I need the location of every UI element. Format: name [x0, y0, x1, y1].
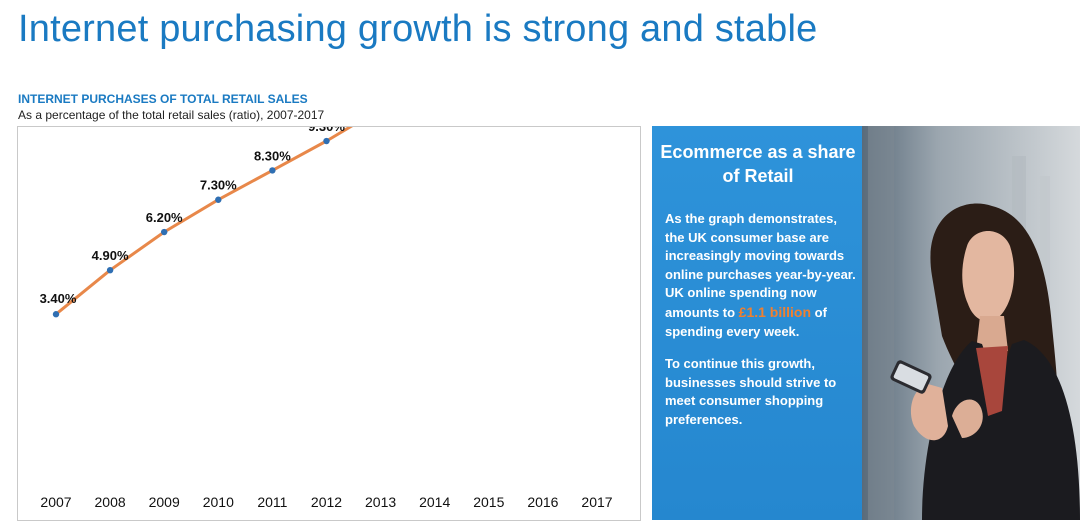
data-point-2008	[106, 266, 114, 274]
data-point-2007	[52, 311, 60, 318]
data-label-2011: 8.30%	[254, 148, 291, 163]
x-tick-label-2011: 2011	[257, 494, 287, 510]
data-point-2009	[161, 228, 168, 236]
data-label-2007: 3.40%	[40, 291, 77, 306]
data-point-2012	[323, 137, 330, 145]
page-title: Internet purchasing growth is strong and…	[18, 8, 818, 50]
data-point-2011	[269, 167, 276, 174]
data-point-2010	[215, 196, 222, 203]
info-paragraph-2: To continue this growth, businesses shou…	[665, 356, 837, 427]
chart-subtitle: As a percentage of the total retail sale…	[18, 108, 325, 122]
x-tick-label-2016: 2016	[527, 494, 558, 510]
spending-highlight: £1.1 billion	[738, 303, 812, 320]
line-chart: 3.40%4.90%6.20%7.30%8.30%9.30%10.40%11.3…	[40, 127, 613, 510]
info-paragraph-1-start: As the graph demonstrates, the UK consum…	[665, 211, 856, 320]
series-line	[55, 127, 353, 316]
x-tick-label-2008: 2008	[95, 494, 126, 510]
chart-heading: INTERNET PURCHASES OF TOTAL RETAIL SALES	[18, 92, 308, 106]
chart-container: 3.40%4.90%6.20%7.30%8.30%9.30%10.40%11.3…	[17, 126, 641, 521]
data-label-2009: 6.20%	[146, 210, 183, 225]
x-tick-label-2012: 2012	[311, 494, 342, 510]
x-tick-label-2013: 2013	[365, 494, 396, 510]
info-panel-body: As the graph demonstrates, the UK consum…	[665, 210, 857, 444]
woman-with-phone-photo	[862, 126, 1080, 520]
info-panel: Ecommerce as a share of Retail As the gr…	[652, 126, 1080, 520]
info-panel-text-area	[652, 126, 862, 520]
data-label-2010: 7.30%	[200, 178, 237, 193]
x-tick-label-2009: 2009	[149, 494, 180, 510]
info-paragraph-1-end: of spending every week.	[665, 304, 827, 339]
x-tick-label-2010: 2010	[203, 494, 234, 510]
x-tick-label-2017: 2017	[581, 494, 612, 510]
info-panel-heading: Ecommerce as a share of Retail	[660, 142, 856, 186]
x-tick-label-2015: 2015	[473, 494, 504, 510]
data-label-2008: 4.90%	[92, 248, 129, 263]
info-paragraph-1: As the graph demonstrates, the UK consum…	[665, 210, 857, 341]
x-tick-label-2014: 2014	[419, 494, 450, 510]
x-tick-label-2007: 2007	[40, 494, 71, 510]
data-label-2012: 9.30%	[308, 127, 345, 134]
